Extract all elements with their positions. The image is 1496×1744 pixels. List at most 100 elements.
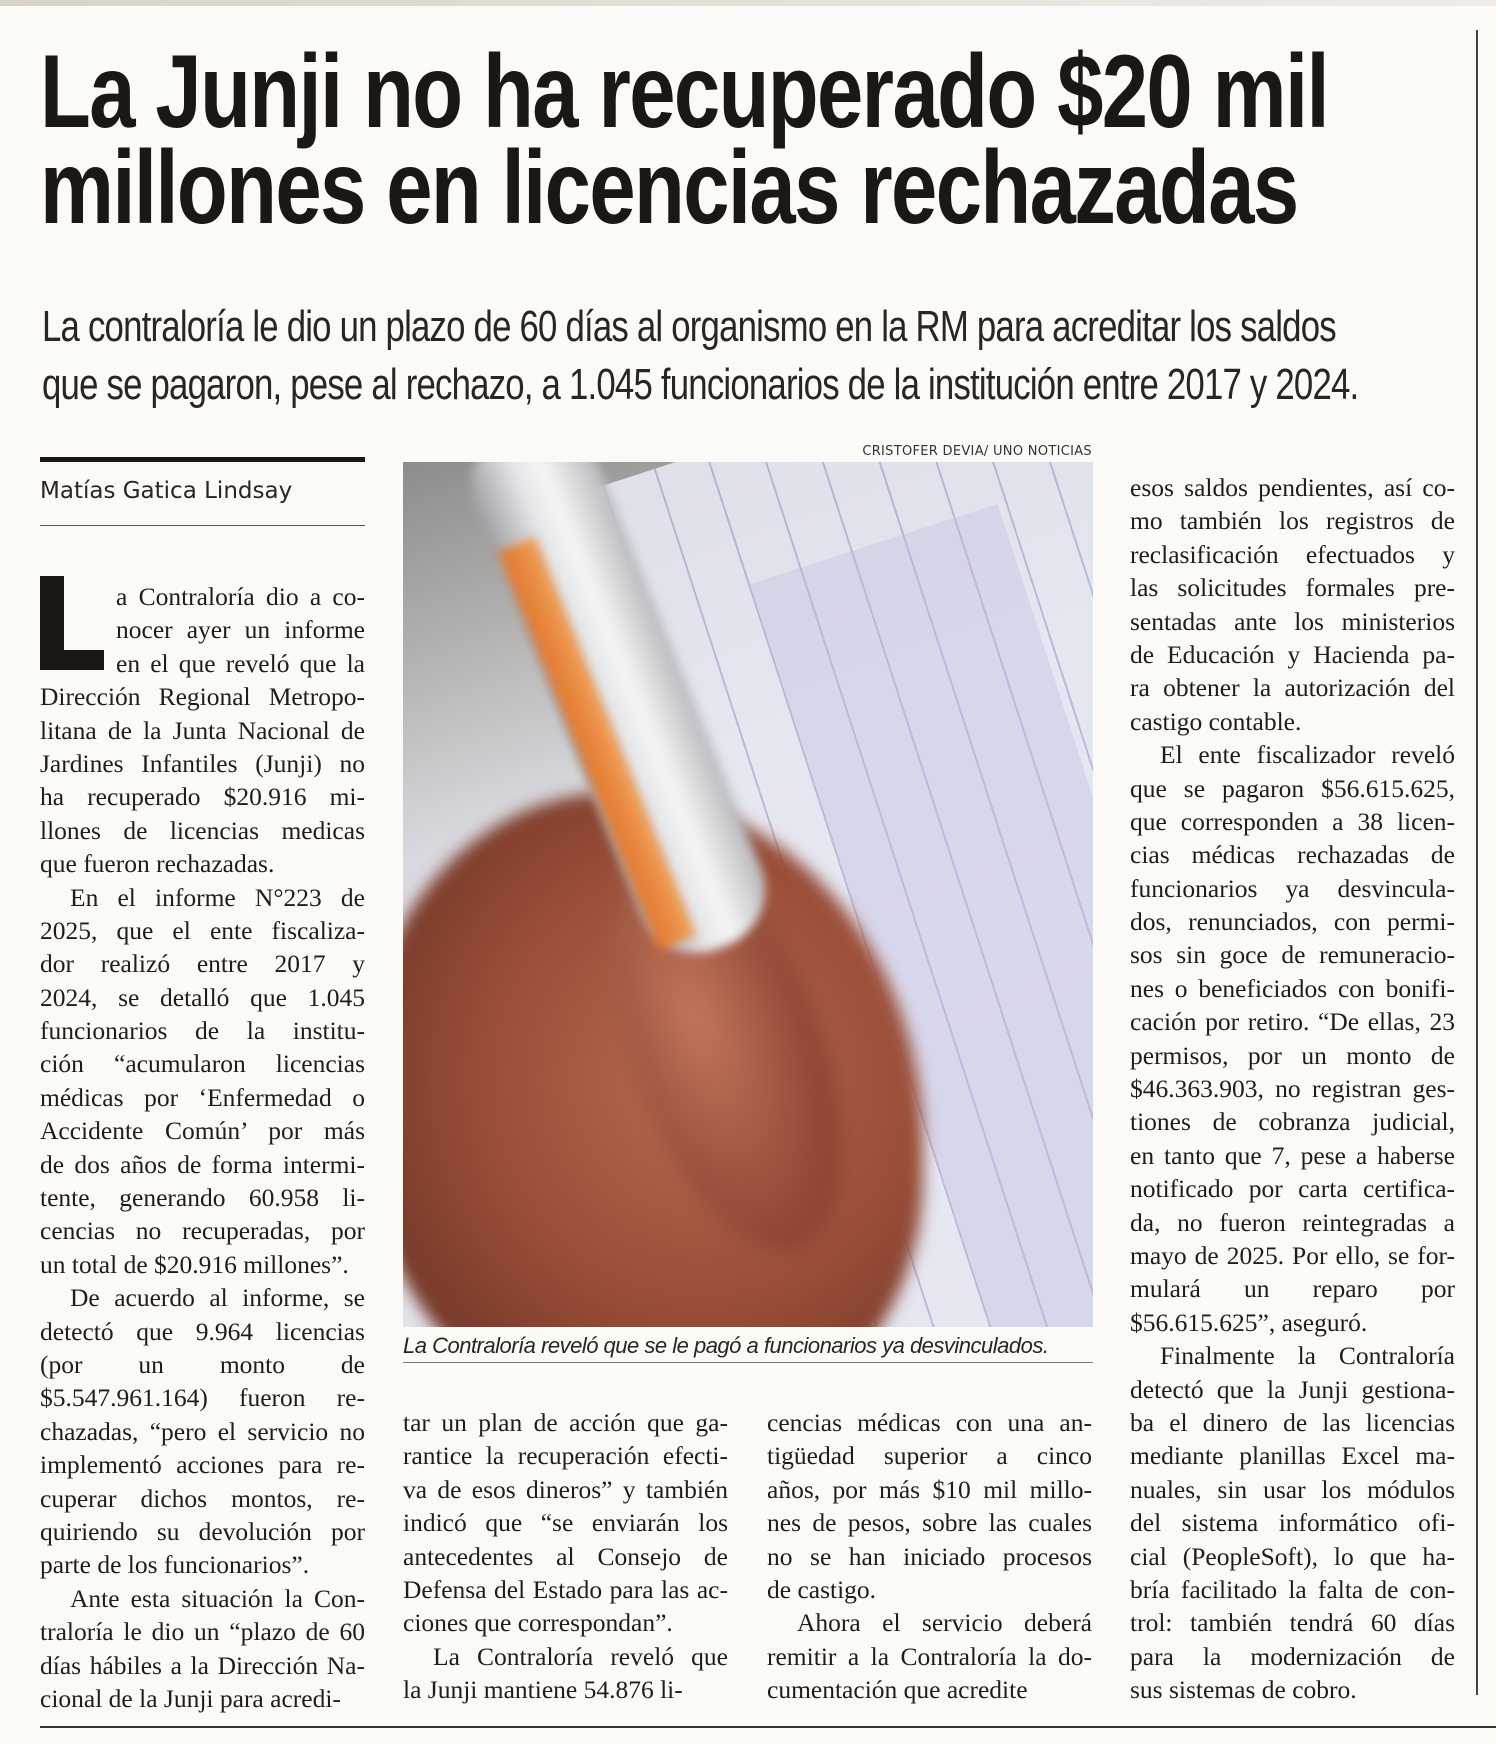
text-line: cumentación que acredite: [767, 1675, 1028, 1705]
text-line: dor realizó entre 2017 y: [40, 949, 365, 979]
text-line: cional de la Junji para acredi-: [40, 1683, 341, 1713]
text-line: de castigo.: [767, 1574, 877, 1604]
text-line: en el que reveló que la: [116, 648, 365, 678]
text-line: Ante esta situación la Con-: [70, 1583, 365, 1613]
text-line: tar un plan de acción que ga-: [403, 1408, 728, 1437]
paragraph: cencias médicas con una an-tigüedad supe…: [767, 1406, 1092, 1606]
text-line: en tanto que 7, pese a haberse: [1130, 1140, 1455, 1170]
paragraph: Ahora el servicio deberá remitir a la Con…: [767, 1606, 1092, 1706]
text-line: bría facilitado la falta de con-: [1130, 1574, 1455, 1604]
text-line: tigüedad superior a cinco: [767, 1441, 1092, 1471]
text-line: a Contraloría dio a co-: [116, 582, 365, 611]
column-divider: [1476, 30, 1478, 1695]
photo-credit: CRISTOFER DEVIA/ UNO NOTICIAS: [862, 444, 1092, 459]
text-line: funcionarios ya desvincula-: [1130, 873, 1455, 903]
text-line: ra obtener la autorización del: [1130, 673, 1455, 703]
text-line: trol: también tendrá 60 días: [1130, 1608, 1455, 1638]
text-line: chazadas, “pero el servicio no: [40, 1416, 365, 1446]
paragraph: Finalmente la Contraloría detectó que la …: [1130, 1339, 1455, 1706]
body-column-4: esos saldos pendientes, así co-mo tambié…: [1130, 471, 1455, 1706]
text-line: traloría le dio un “plazo de 60: [40, 1617, 365, 1647]
text-line: El ente fiscalizador reveló: [1160, 740, 1455, 770]
body-column-3: cencias médicas con una an-tigüedad supe…: [767, 1406, 1092, 1707]
text-line: nes de pesos, sobre las cuales: [767, 1508, 1092, 1538]
text-line: rantice la recuperación efecti-: [403, 1441, 728, 1471]
bottom-rule: [40, 1726, 1496, 1728]
text-line: cuperar dichos montos, re-: [40, 1483, 365, 1513]
text-line: Ahora el servicio deberá: [797, 1608, 1092, 1638]
text-line: que fueron rechazadas.: [40, 849, 275, 879]
text-line: antecedentes al Consejo de: [403, 1541, 728, 1571]
text-line: va de esos dineros” y también: [403, 1474, 728, 1504]
text-line: Jardines Infantiles (Junji) no: [40, 748, 365, 778]
paragraph: La Contraloría reveló que la Junji mantie…: [403, 1640, 728, 1707]
text-line: Finalmente la Contraloría: [1160, 1341, 1455, 1371]
text-line: castigo contable.: [1130, 706, 1302, 736]
text-line: indicó que “se enviarán los: [403, 1508, 728, 1538]
text-line: cencias no recuperadas, por: [40, 1216, 365, 1246]
text-line: llones de licencias medicas: [40, 815, 365, 845]
text-line: nocer ayer un informe: [116, 615, 365, 645]
text-line: En el informe N°223 de: [70, 882, 365, 912]
byline-rule-top: [40, 457, 365, 462]
text-line: detectó que 9.964 licencias: [40, 1316, 365, 1346]
text-line: $56.615.625”, aseguró.: [1130, 1307, 1368, 1337]
text-line: La Contraloría reveló que: [433, 1641, 728, 1671]
caption-rule: [403, 1362, 1093, 1363]
text-line: litana de la Junta Nacional de: [40, 715, 365, 745]
text-line: mo también los registros de: [1130, 506, 1455, 536]
text-line: las solicitudes formales pre-: [1130, 573, 1455, 603]
text-line: dos, renunciados, con permi-: [1130, 907, 1455, 937]
text-line: de dos años de forma intermi-: [40, 1149, 365, 1179]
text-line: esos saldos pendientes, así co-: [1130, 473, 1455, 502]
deck-line: que se pagaron, pese al rechazo, a 1.045…: [42, 360, 1359, 409]
text-line: cencias médicas con una an-: [767, 1408, 1092, 1437]
text-line: ción “acumularon licencias: [40, 1049, 365, 1079]
text-line: detectó que la Junji gestiona-: [1130, 1374, 1455, 1404]
text-line: notificado por carta certifica-: [1130, 1174, 1455, 1204]
paragraph: Ante esta situación la Con-traloría le d…: [40, 1582, 365, 1716]
text-line: da, no fueron reintegradas a: [1130, 1207, 1455, 1237]
text-line: quiriendo su devolución por: [40, 1516, 365, 1546]
text-line: (por un monto de: [40, 1349, 365, 1379]
text-line: implementó acciones para re-: [40, 1450, 365, 1480]
text-line: sos sin goce de remuneracio-: [1130, 940, 1455, 970]
text-line: sus sistemas de cobro.: [1130, 1675, 1357, 1705]
text-line: Accidente Común’ por más: [40, 1116, 365, 1146]
text-line: $46.363.903, no registran ges-: [1130, 1074, 1455, 1104]
text-line: Defensa del Estado para las ac-: [403, 1574, 728, 1604]
text-line: nuales, sin usar los módulos: [1130, 1474, 1455, 1504]
text-line: ba el dinero de las licencias: [1130, 1407, 1455, 1437]
paragraph: tar un plan de acción que ga-rantice la …: [403, 1406, 728, 1640]
article-photo: [403, 462, 1093, 1327]
text-line: cial (PeopleSoft), lo que ha-: [1130, 1541, 1455, 1571]
body-column-1: a Contraloría dio a co-nocer ayer un inf…: [40, 580, 365, 1715]
text-line: no se han iniciado procesos: [767, 1541, 1092, 1571]
text-line: mulará un reparo por: [1130, 1274, 1455, 1304]
deck: La contraloría le dio un plazo de 60 día…: [42, 298, 1496, 414]
body-column-2: tar un plan de acción que ga-rantice la …: [403, 1406, 728, 1707]
page-top-band: [0, 0, 1496, 6]
text-line: Dirección Regional Metropo-: [40, 682, 365, 712]
text-line: permisos, por un monto de: [1130, 1040, 1455, 1070]
text-line: años, por más $10 mil millo-: [767, 1474, 1092, 1504]
text-line: De acuerdo al informe, se: [70, 1283, 365, 1313]
drop-cap: [40, 576, 104, 670]
text-line: que corresponden a 38 licen-: [1130, 806, 1455, 836]
text-line: médicas por ‘Enfermedad o: [40, 1082, 365, 1112]
text-line: 2025, que el ente fiscaliza-: [40, 915, 365, 945]
paragraph: De acuerdo al informe, se detectó que 9.9…: [40, 1281, 365, 1582]
paragraph: esos saldos pendientes, así co-mo tambié…: [1130, 471, 1455, 738]
deck-line: La contraloría le dio un plazo de 60 día…: [42, 302, 1337, 351]
text-line: nes o beneficiados con bonifi-: [1130, 973, 1455, 1003]
text-line: ha recuperado $20.916 mi-: [40, 782, 365, 812]
text-line: funcionarios de la institu-: [40, 1016, 365, 1046]
text-line: tiones de cobranza judicial,: [1130, 1107, 1455, 1137]
text-line: la Junji mantiene 54.876 li-: [403, 1675, 683, 1705]
text-line: un total de $20.916 millones”.: [40, 1249, 349, 1279]
photo-caption: La Contraloría reveló que se le pagó a f…: [403, 1333, 1049, 1358]
byline: Matías Gatica Lindsay: [40, 478, 293, 504]
headline: La Junji no ha recuperado $20 mil millon…: [40, 40, 1496, 240]
text-line: del sistema informático ofi-: [1130, 1508, 1455, 1538]
text-line: que se pagaron $56.615.625,: [1130, 773, 1455, 803]
